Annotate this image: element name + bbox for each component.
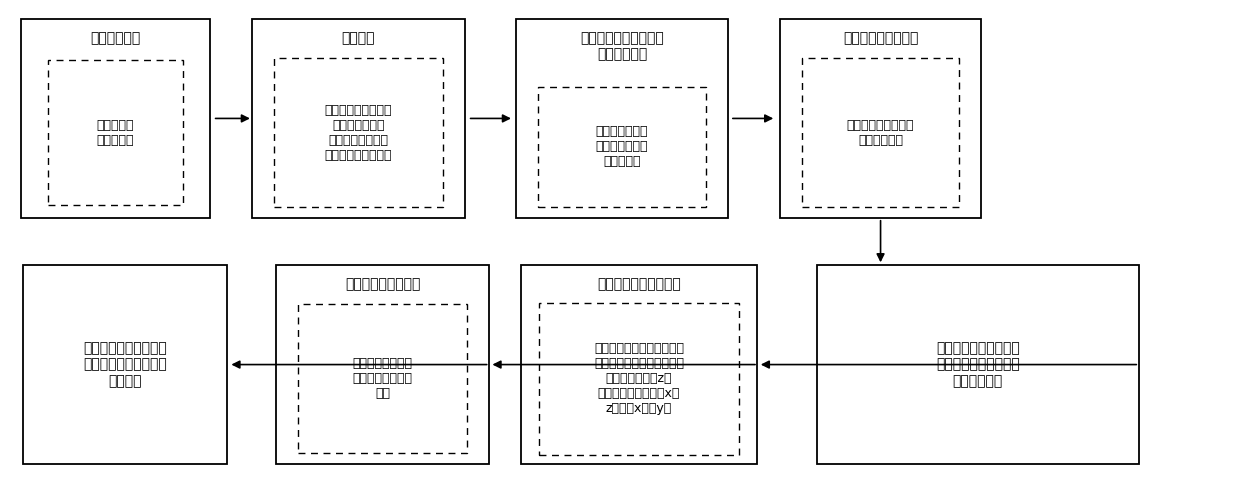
Bar bbox=[21, 19, 209, 218]
Text: 图像采集: 图像采集 bbox=[342, 31, 375, 45]
Bar bbox=[538, 87, 706, 207]
Bar bbox=[253, 19, 465, 218]
Text: 重心法提取十字光水平
区域、垂直区域及线结
构光图像坐标: 重心法提取十字光水平 区域、垂直区域及线结 构光图像坐标 bbox=[935, 341, 1020, 388]
Bar bbox=[781, 19, 981, 218]
Bar bbox=[276, 265, 489, 464]
Text: 确定相机坐标系与模型
坐标系间的旋转矩阵及
平移向量: 确定相机坐标系与模型 坐标系间的旋转矩阵及 平移向量 bbox=[83, 341, 167, 388]
Text: 标定摄像机
内参数矩阵: 标定摄像机 内参数矩阵 bbox=[97, 119, 134, 147]
Text: 平面合作靶标上表面
形成十字光区域
两条水平线结构光
照射合作靶标上表面: 平面合作靶标上表面 形成十字光区域 两条水平线结构光 照射合作靶标上表面 bbox=[325, 104, 393, 162]
Bar bbox=[802, 58, 959, 207]
Text: 确定模型坐标系原点: 确定模型坐标系原点 bbox=[344, 277, 420, 291]
Bar bbox=[539, 303, 740, 455]
Text: 确定模型坐标系坐标轴: 确定模型坐标系坐标轴 bbox=[597, 277, 680, 291]
Text: 测量系统标定: 测量系统标定 bbox=[90, 31, 141, 45]
Text: 确定十字光水平区域及
线结构光区域: 确定十字光水平区域及 线结构光区域 bbox=[580, 31, 664, 61]
Text: 十字光水平区域、
垂直区域数据直线
拟合: 十字光水平区域、 垂直区域数据直线 拟合 bbox=[353, 357, 413, 400]
Bar bbox=[274, 58, 442, 207]
Bar bbox=[817, 265, 1139, 464]
Text: 形态学滤波腐蚀
十字光垂直区域
图像二值化: 形态学滤波腐蚀 十字光垂直区域 图像二值化 bbox=[596, 125, 648, 169]
Bar bbox=[299, 304, 467, 453]
Text: 原图像与形态学滤波
后的图像差分: 原图像与形态学滤波 后的图像差分 bbox=[846, 119, 914, 147]
Bar bbox=[24, 265, 227, 464]
Bar bbox=[48, 60, 183, 205]
Bar bbox=[515, 19, 729, 218]
Text: 线结构光图像坐标转换为相
机系坐标，并进行平面拟合
拟合平面法线为z轴
平面线结构光方向为x轴
z轴叉乘x轴为y轴: 线结构光图像坐标转换为相 机系坐标，并进行平面拟合 拟合平面法线为z轴 平面线结… bbox=[593, 342, 684, 415]
Bar bbox=[520, 265, 757, 464]
Text: 确定十字光垂直区域: 确定十字光垂直区域 bbox=[843, 31, 918, 45]
